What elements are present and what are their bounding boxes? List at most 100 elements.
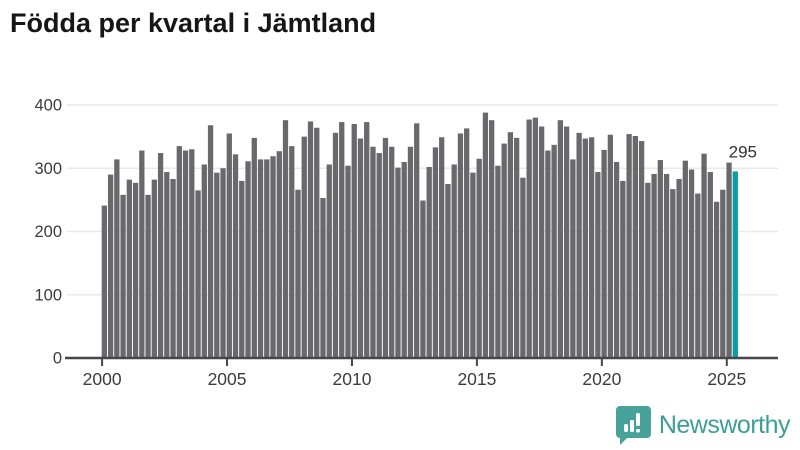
bar-2000-q3 — [114, 159, 120, 358]
bar-2015-q3 — [489, 120, 495, 359]
x-axis-label-2010: 2010 — [333, 369, 372, 389]
bar-2016-q2 — [507, 132, 514, 358]
bar-2024-q2 — [707, 172, 713, 358]
bar-2009-q3 — [339, 122, 345, 358]
bar-2005-q4 — [245, 161, 251, 358]
bar-2007-q3 — [289, 146, 295, 358]
y-axis-label-100: 100 — [34, 286, 62, 304]
bar-2021-q3 — [638, 141, 645, 358]
exclamation-bar — [635, 413, 640, 426]
bar-2012-q1 — [401, 161, 407, 358]
bar-2014-q3 — [464, 128, 470, 358]
bar-2013-q3 — [439, 137, 445, 358]
bar-2004-q4 — [220, 168, 226, 358]
bar-2000-q2 — [107, 174, 114, 358]
bar-2008-q4 — [320, 197, 326, 358]
bar-2006-q2 — [257, 159, 264, 358]
bar-2016-q1 — [501, 143, 507, 358]
bar-2002-q4 — [170, 179, 176, 358]
bar-2024-q4 — [720, 189, 726, 358]
bar-2002-q3 — [164, 172, 170, 358]
bar-2017-q4 — [545, 150, 551, 358]
newsworthy-logo: Newsworthy — [615, 405, 791, 445]
newsworthy-icon — [615, 406, 651, 445]
bar-2015-q2 — [482, 112, 489, 358]
latest-value-label: 295 — [729, 142, 757, 161]
bar-2021-q1 — [626, 134, 632, 358]
bar-2015-q1 — [476, 158, 482, 358]
bar-2019-q3 — [588, 137, 595, 358]
bar-2016-q3 — [514, 137, 520, 358]
bar-2009-q1 — [326, 164, 332, 358]
x-axis-label-2000: 2000 — [83, 369, 122, 389]
bar-2005-q1 — [226, 133, 232, 358]
bar-2020-q4 — [620, 180, 626, 358]
x-axis-label-2005: 2005 — [208, 369, 247, 389]
bar-2018-q1 — [551, 144, 557, 358]
bar-2002-q1 — [151, 179, 157, 358]
bar-2005-q2 — [232, 154, 239, 358]
bar-2000-q4 — [120, 194, 126, 358]
bar-2008-q3 — [314, 127, 320, 359]
exclamation-dot — [635, 429, 640, 433]
bar-2011-q1 — [376, 153, 382, 358]
y-axis-label-300: 300 — [34, 160, 62, 178]
bar-2023-q2 — [682, 160, 688, 358]
x-axis-label-2025: 2025 — [707, 369, 746, 389]
bar-2013-q4 — [445, 184, 451, 358]
bar-2020-q1 — [601, 149, 607, 358]
bar-2019-q4 — [595, 172, 601, 358]
bar-2014-q2 — [457, 133, 464, 358]
bar-2007-q4 — [295, 189, 301, 358]
y-axis-label-200: 200 — [34, 223, 62, 241]
x-axis-label-2015: 2015 — [457, 369, 496, 389]
bar-2022-q4 — [670, 189, 676, 358]
bar-2015-q4 — [495, 165, 501, 358]
bar-2009-q4 — [345, 165, 351, 358]
bar-2018-q3 — [563, 126, 570, 358]
bar-2001-q2 — [132, 182, 139, 358]
bar-2006-q4 — [270, 156, 276, 358]
bar-2002-q2 — [157, 153, 164, 358]
bar-2017-q3 — [538, 126, 545, 358]
bar-2012-q2 — [407, 146, 414, 358]
bar-2013-q2 — [432, 147, 439, 358]
y-axis-label-0: 0 — [53, 350, 62, 368]
bar-2008-q1 — [301, 136, 307, 358]
bar-2008-q2 — [307, 121, 314, 358]
bar-2003-q4 — [195, 190, 201, 358]
bar-2025-q2 — [732, 171, 738, 358]
bar-2018-q2 — [557, 120, 564, 359]
bar-2025-q1 — [726, 162, 732, 358]
bar-2001-q1 — [126, 179, 132, 358]
bar-2016-q4 — [520, 177, 526, 358]
bar-2000-q1 — [101, 205, 107, 358]
page-title: Födda per kvartal i Jämtland — [10, 8, 377, 38]
bar-2006-q1 — [251, 137, 257, 358]
bar-2001-q4 — [145, 194, 151, 358]
bar-2013-q1 — [426, 166, 432, 358]
bar-2003-q1 — [176, 146, 182, 358]
mini-bar-1 — [623, 424, 628, 432]
bar-2006-q3 — [264, 159, 270, 358]
bar-2011-q4 — [395, 167, 401, 358]
bar-2010-q3 — [364, 122, 370, 358]
bar-2022-q1 — [651, 173, 657, 358]
bar-2010-q2 — [357, 138, 364, 358]
bar-2018-q4 — [570, 159, 576, 358]
bar-2022-q2 — [657, 160, 663, 358]
bar-2019-q1 — [576, 132, 582, 358]
bar-2005-q3 — [239, 180, 245, 358]
newsworthy-wordmark: Newsworthy — [658, 410, 791, 439]
bar-2009-q2 — [332, 132, 339, 358]
bar-2021-q2 — [632, 135, 638, 358]
bar-2012-q4 — [420, 200, 426, 358]
bar-2014-q1 — [451, 164, 457, 358]
bar-2012-q3 — [414, 123, 420, 358]
x-axis-label-2020: 2020 — [582, 369, 621, 389]
bar-2017-q2 — [532, 117, 539, 359]
bar-2004-q2 — [207, 125, 214, 359]
bar-2024-q1 — [701, 153, 707, 358]
bar-2004-q1 — [201, 164, 207, 358]
